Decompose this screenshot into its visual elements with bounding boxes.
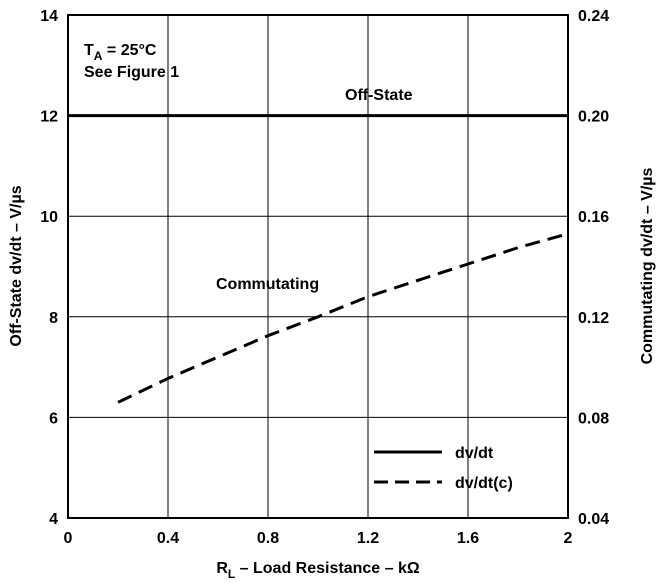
legend-label-dvdt-c: dv/dt(c) xyxy=(455,475,513,492)
off-state-annotation: Off-State xyxy=(345,87,413,104)
y-left-tick-label: 12 xyxy=(40,109,58,126)
y-left-tick-label: 4 xyxy=(49,511,58,528)
y-left-tick-label: 6 xyxy=(49,410,58,427)
y-right-tick-label: 0.08 xyxy=(578,410,609,427)
y-right-tick-label: 0.16 xyxy=(578,209,609,226)
x-tick-label: 0 xyxy=(64,530,73,547)
x-tick-label: 2 xyxy=(564,530,573,547)
y-right-tick-label: 0.04 xyxy=(578,511,609,528)
series-line-commutating xyxy=(117,232,569,404)
x-tick-label: 0.8 xyxy=(257,530,279,547)
legend: dv/dt dv/dt(c) xyxy=(374,445,513,492)
tick-labels: 0 0.4 0.8 1.2 1.6 2 4 6 8 10 12 14 0.04 0.08 0.12 0.16 0… xyxy=(40,8,609,547)
y-left-tick-label: 8 xyxy=(49,310,58,327)
y-right-tick-label: 0.12 xyxy=(578,310,609,327)
legend-label-dvdt: dv/dt xyxy=(455,445,494,462)
x-tick-label: 1.6 xyxy=(457,530,479,547)
commutating-annotation: Commutating xyxy=(216,276,319,293)
y-axis-right-title: Commutating dv/dt – V/µs xyxy=(639,168,656,365)
y-right-tick-label: 0.24 xyxy=(578,8,609,25)
x-tick-label: 1.2 xyxy=(357,530,379,547)
x-axis-title: RL – Load Resistance – kΩ xyxy=(216,560,420,581)
x-tick-label: 0.4 xyxy=(157,530,179,547)
series-group xyxy=(68,114,569,404)
condition-temperature: TA = 25°C xyxy=(84,42,157,63)
condition-figure-ref: See Figure 1 xyxy=(84,64,179,81)
y-left-tick-label: 10 xyxy=(40,209,58,226)
plot-frame xyxy=(67,14,569,519)
grid-lines xyxy=(68,15,568,518)
y-axis-left-title: Off-State dv/dt – V/µs xyxy=(8,185,25,346)
y-right-tick-label: 0.20 xyxy=(578,109,609,126)
y-left-tick-label: 14 xyxy=(40,8,58,25)
